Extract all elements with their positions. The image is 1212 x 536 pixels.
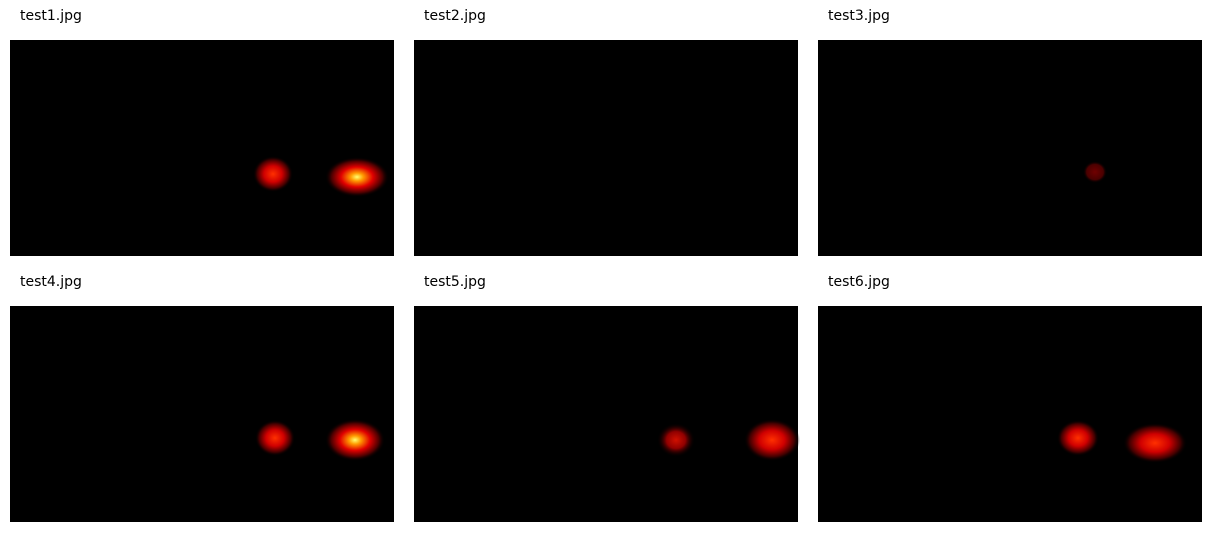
heatmap	[818, 306, 1202, 522]
hotspot	[253, 156, 293, 192]
hotspot	[1123, 423, 1187, 463]
hotspot	[657, 423, 695, 457]
hotspot	[1057, 420, 1099, 456]
heatmap	[10, 40, 394, 256]
hotspot	[255, 420, 295, 456]
panel: test5.jpg	[414, 274, 800, 522]
panel: test1.jpg	[10, 8, 394, 256]
panel: test3.jpg	[818, 8, 1202, 256]
heatmap	[414, 306, 798, 522]
panel: test4.jpg	[10, 274, 394, 522]
hotspot	[1083, 161, 1107, 183]
panel-title: test6.jpg	[828, 274, 890, 290]
heatmap	[818, 40, 1202, 256]
panel-title: test5.jpg	[424, 274, 486, 290]
heatmap	[414, 40, 798, 256]
panel: test2.jpg	[414, 8, 798, 256]
panel: test6.jpg	[818, 274, 1202, 522]
panel-title: test3.jpg	[828, 8, 890, 24]
hotspot	[744, 419, 800, 461]
heatmap	[10, 306, 394, 522]
hotspot	[325, 419, 385, 461]
panel-title: test2.jpg	[424, 8, 486, 24]
panel-title: test1.jpg	[20, 8, 82, 24]
panel-title: test4.jpg	[20, 274, 82, 290]
hotspot	[325, 157, 389, 197]
